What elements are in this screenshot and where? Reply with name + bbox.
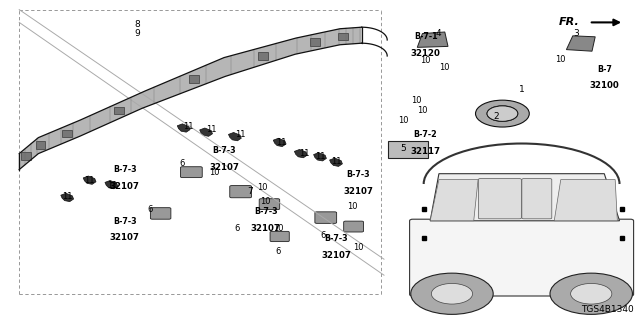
Bar: [36, 141, 45, 148]
Text: 11: 11: [315, 152, 325, 161]
Polygon shape: [83, 176, 96, 184]
Bar: [21, 152, 31, 160]
Text: B-7: B-7: [597, 65, 612, 74]
Text: 11: 11: [107, 181, 117, 190]
Text: 6: 6: [276, 247, 281, 256]
Text: B-7-3: B-7-3: [113, 217, 136, 226]
FancyBboxPatch shape: [259, 199, 280, 210]
Polygon shape: [330, 158, 342, 166]
Text: 10: 10: [555, 55, 565, 64]
Polygon shape: [430, 174, 620, 221]
Polygon shape: [177, 124, 190, 132]
Text: 32100: 32100: [590, 81, 620, 90]
Text: 11: 11: [184, 122, 194, 131]
Text: 10: 10: [440, 63, 450, 72]
Text: 4: 4: [436, 29, 441, 38]
Text: 6: 6: [180, 159, 185, 168]
Polygon shape: [228, 132, 241, 141]
Bar: [189, 76, 199, 83]
Bar: [258, 52, 268, 60]
Text: B-7-3: B-7-3: [254, 207, 277, 216]
Text: 10: 10: [353, 244, 364, 252]
FancyBboxPatch shape: [478, 179, 522, 219]
Bar: [338, 33, 348, 40]
Text: 11: 11: [235, 130, 245, 139]
Polygon shape: [200, 128, 212, 136]
Text: 32107: 32107: [209, 163, 239, 172]
FancyBboxPatch shape: [230, 186, 252, 198]
Text: 32107: 32107: [251, 224, 280, 233]
FancyBboxPatch shape: [150, 208, 171, 219]
Text: TGS4B1340: TGS4B1340: [581, 305, 634, 314]
FancyBboxPatch shape: [315, 212, 337, 223]
Text: FR.: FR.: [559, 17, 579, 28]
FancyBboxPatch shape: [410, 219, 634, 296]
Text: 10: 10: [209, 168, 220, 177]
FancyBboxPatch shape: [270, 231, 289, 242]
Text: 9: 9: [135, 29, 140, 38]
Text: 11: 11: [276, 138, 287, 147]
Text: 32120: 32120: [411, 49, 440, 58]
Text: 7: 7: [247, 188, 252, 196]
Bar: [114, 107, 124, 115]
Text: 11: 11: [84, 176, 95, 185]
Text: 6: 6: [321, 231, 326, 240]
Circle shape: [550, 273, 632, 314]
Text: 10: 10: [347, 202, 357, 211]
Text: B-7-3: B-7-3: [324, 234, 348, 243]
Text: 32107: 32107: [110, 233, 140, 242]
Text: B-7-3: B-7-3: [347, 170, 370, 179]
Bar: [310, 38, 320, 46]
FancyBboxPatch shape: [388, 141, 428, 158]
Text: 11: 11: [62, 192, 72, 201]
Text: 2: 2: [493, 112, 499, 121]
Text: 6: 6: [234, 224, 239, 233]
Text: 10: 10: [398, 116, 408, 124]
Text: 5: 5: [401, 144, 406, 153]
Circle shape: [431, 284, 472, 304]
Text: 10: 10: [257, 183, 268, 192]
Polygon shape: [430, 180, 478, 221]
Text: 10: 10: [411, 96, 421, 105]
Text: 32107: 32107: [110, 182, 140, 191]
Text: 10: 10: [273, 224, 284, 233]
Circle shape: [571, 284, 612, 304]
Polygon shape: [314, 153, 326, 161]
Text: 11: 11: [206, 125, 216, 134]
Circle shape: [411, 273, 493, 314]
Polygon shape: [19, 27, 362, 170]
Text: 8: 8: [135, 20, 140, 28]
Text: 11: 11: [331, 157, 341, 166]
FancyBboxPatch shape: [180, 167, 202, 178]
FancyBboxPatch shape: [522, 179, 552, 219]
Circle shape: [487, 106, 518, 121]
Text: 10: 10: [417, 106, 428, 115]
Polygon shape: [417, 32, 448, 47]
Text: 1: 1: [519, 85, 524, 94]
Text: B-7-2: B-7-2: [413, 130, 438, 139]
Text: 32117: 32117: [410, 147, 441, 156]
Text: B-7-3: B-7-3: [113, 165, 136, 174]
Text: 6: 6: [148, 205, 153, 214]
Bar: [63, 130, 72, 138]
Text: 3: 3: [573, 29, 579, 38]
Text: 32107: 32107: [344, 187, 373, 196]
Text: 11: 11: [299, 149, 309, 158]
Text: 10: 10: [420, 56, 431, 65]
Text: 32107: 32107: [321, 251, 351, 260]
FancyBboxPatch shape: [344, 221, 364, 232]
Text: B-7-3: B-7-3: [212, 146, 236, 155]
Polygon shape: [554, 180, 618, 221]
Text: 10: 10: [260, 197, 271, 206]
Text: B-7-1: B-7-1: [414, 32, 437, 41]
Polygon shape: [273, 138, 286, 147]
Polygon shape: [294, 149, 307, 158]
Polygon shape: [105, 180, 118, 189]
Polygon shape: [61, 193, 74, 202]
Polygon shape: [566, 36, 595, 51]
